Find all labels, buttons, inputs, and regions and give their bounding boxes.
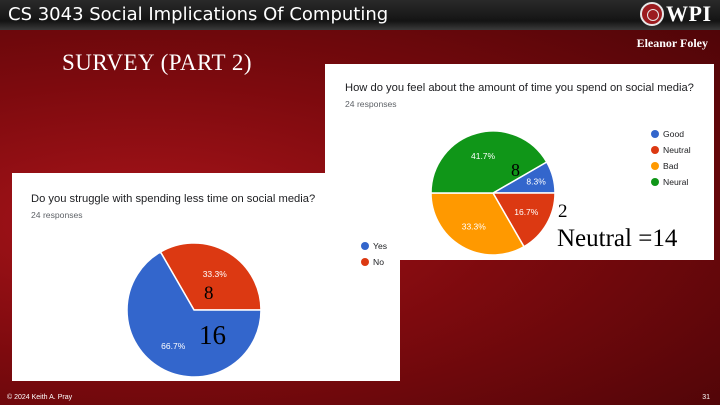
- wpi-seal-icon: [640, 2, 664, 26]
- pie-label-bad: 33.3%: [462, 221, 487, 231]
- annotation-neutral-total: Neutral =14: [557, 225, 678, 252]
- pie-slice-bad: [430, 192, 526, 256]
- chart-subtitle: 24 responses: [345, 99, 397, 109]
- pie-chart-struggle: 33.3% 66.7%: [126, 242, 262, 378]
- pie-label-good: 8.3%: [526, 176, 546, 186]
- chart-title: How do you feel about the amount of time…: [345, 82, 694, 94]
- legend-swatch-yes: [361, 242, 369, 250]
- title-bar: CS 3043 Social Implications Of Computing…: [0, 0, 720, 30]
- pie-label-neutral: 16.7%: [514, 207, 539, 217]
- annotation-no-count: 8: [204, 283, 214, 304]
- pie-chart-feelings: 8.3% 16.7% 33.3% 41.7%: [430, 130, 556, 256]
- legend-swatch-good: [651, 130, 659, 138]
- legend-label-bad: Bad: [663, 161, 679, 171]
- footer-copyright: © 2024 Keith A. Pray: [7, 394, 73, 401]
- wpi-logo-text: WPI: [666, 1, 712, 26]
- annotation-good-count: 2: [558, 201, 568, 222]
- pie-label-no: 33.3%: [203, 269, 228, 279]
- slide-title: SURVEY (PART 2): [62, 50, 253, 75]
- legend-label-good: Good: [663, 129, 685, 139]
- chart-subtitle: 24 responses: [31, 210, 83, 220]
- pie-label-yes: 66.7%: [161, 341, 186, 351]
- legend-label-no: No: [373, 257, 384, 267]
- page-number: 31: [702, 394, 710, 401]
- legend-swatch-bad: [651, 162, 659, 170]
- pie-slice-yes: [126, 250, 262, 378]
- pie-slice-no: [159, 242, 262, 311]
- course-title: CS 3043 Social Implications Of Computing: [8, 4, 389, 25]
- pie-label-neural: 41.7%: [471, 151, 496, 161]
- annotation-yes-count: 16: [199, 320, 226, 350]
- legend-swatch-neutral: [651, 146, 659, 154]
- legend-label-neutral: Neutral: [663, 145, 691, 155]
- chart-title: Do you struggle with spending less time …: [31, 193, 316, 205]
- legend-swatch-no: [361, 258, 369, 266]
- wpi-logo: WPI: [640, 1, 716, 28]
- annotation-neural-count: 8: [511, 160, 520, 180]
- legend-swatch-neural: [651, 178, 659, 186]
- pie-slice-neural: [430, 130, 548, 194]
- pie-slice-neutral: [491, 192, 556, 248]
- legend-label-yes: Yes: [373, 241, 388, 251]
- author-name: Eleanor Foley: [636, 36, 708, 50]
- chart-card-struggle: Do you struggle with spending less time …: [12, 173, 400, 381]
- legend-label-neural: Neural: [663, 177, 689, 187]
